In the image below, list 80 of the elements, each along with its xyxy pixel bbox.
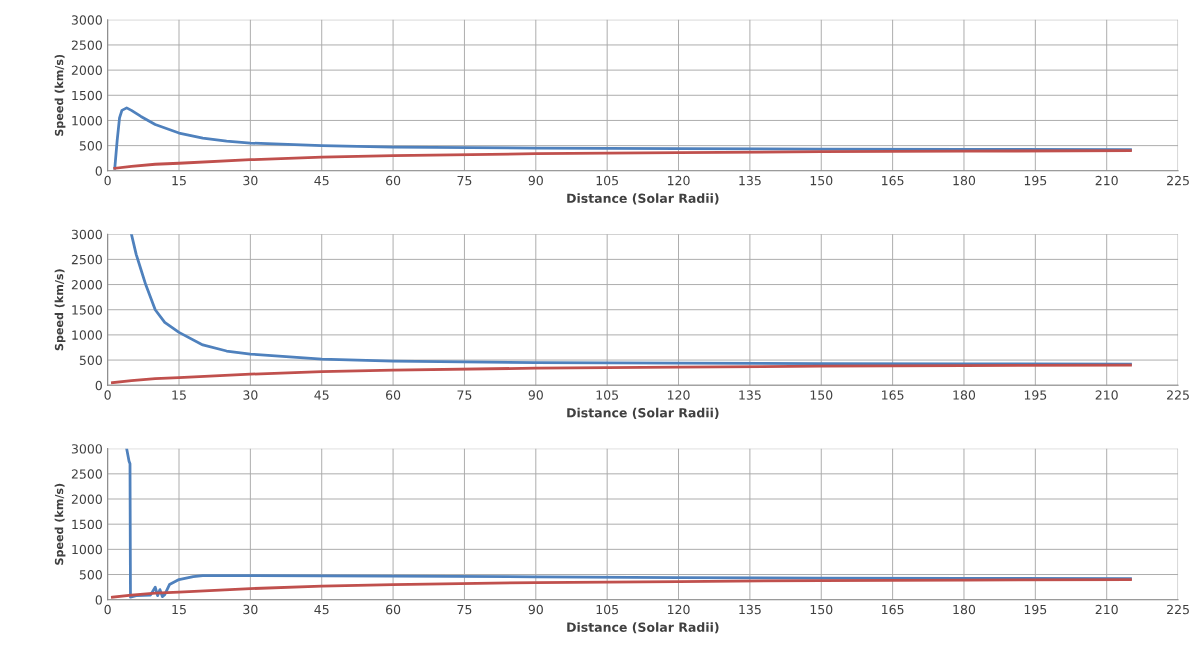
y-tick-label: 1000 <box>72 544 102 555</box>
x-tick-label: 195 <box>1024 390 1047 400</box>
x-tick-label: 90 <box>528 604 543 615</box>
x-tick-label: 180 <box>953 604 976 615</box>
line-series <box>113 149 1132 170</box>
x-tick-label: 30 <box>243 604 258 615</box>
x-tick-label: 150 <box>810 175 833 186</box>
y-tick-label: 2000 <box>71 280 102 290</box>
y-tick-label: 1500 <box>72 90 102 101</box>
x-tick-label: 90 <box>528 390 543 400</box>
x-tick-label: 180 <box>953 175 976 186</box>
x-axis-title: Distance (Solar Radii) <box>567 407 719 419</box>
x-tick-label: 120 <box>667 175 690 186</box>
y-tick-label: 0 <box>95 595 102 605</box>
x-tick-label: 45 <box>314 604 329 615</box>
x-tick-label: 105 <box>596 390 619 400</box>
x-tick-label: 210 <box>1095 175 1118 186</box>
x-axis-title: Distance (Solar Radii) <box>567 193 719 205</box>
x-tick-label: 150 <box>810 390 833 400</box>
x-axis-title: Distance (Solar Radii) <box>567 622 719 634</box>
y-tick-label: 2000 <box>71 494 102 504</box>
x-tick-label: 135 <box>739 390 761 400</box>
x-tick-label: 75 <box>457 604 472 615</box>
y-axis-title: Speed (km/s) <box>54 269 66 351</box>
x-tick-label: 15 <box>172 390 186 400</box>
x-tick-label: 15 <box>172 176 186 186</box>
x-tick-label: 210 <box>1095 390 1118 400</box>
y-tick-label: 2000 <box>71 65 102 76</box>
x-tick-label: 30 <box>243 390 258 400</box>
x-tick-label: 135 <box>739 604 761 615</box>
x-tick-label: 75 <box>457 176 472 186</box>
x-tick-label: 225 <box>1167 604 1189 615</box>
x-tick-label: 60 <box>386 175 401 186</box>
x-tick-label: 105 <box>596 604 619 615</box>
y-tick-label: 2500 <box>71 254 102 265</box>
x-tick-label: 210 <box>1095 604 1118 615</box>
x-tick-label: 165 <box>882 175 904 186</box>
x-tick-label: 0 <box>104 390 111 400</box>
x-tick-label: 0 <box>104 604 111 615</box>
y-tick-label: 1500 <box>72 305 102 315</box>
y-tick-label: 3000 <box>71 444 102 454</box>
line-series <box>130 234 1132 366</box>
x-tick-label: 195 <box>1024 604 1047 615</box>
x-tick-label: 225 <box>1167 390 1189 400</box>
x-tick-label: 105 <box>596 175 619 186</box>
y-axis-title: Speed (km/s) <box>54 54 66 136</box>
x-tick-label: 195 <box>1024 175 1047 186</box>
y-axis-title: Speed (km/s) <box>54 483 66 565</box>
y-tick-label: 500 <box>79 355 102 365</box>
y-tick-label: 500 <box>79 141 102 151</box>
y-tick-label: 0 <box>95 380 102 391</box>
y-tick-label: 1500 <box>72 519 102 530</box>
x-tick-label: 60 <box>386 604 401 615</box>
x-tick-label: 15 <box>172 604 186 615</box>
y-tick-label: 3000 <box>71 15 102 25</box>
x-tick-label: 135 <box>739 175 761 186</box>
x-tick-label: 75 <box>457 390 472 400</box>
line-series <box>111 363 1132 385</box>
x-tick-label: 180 <box>953 390 976 400</box>
y-tick-label: 0 <box>95 166 102 176</box>
line-series <box>111 578 1132 599</box>
y-tick-label: 1000 <box>72 330 102 340</box>
x-tick-label: 30 <box>243 175 258 186</box>
x-tick-label: 0 <box>104 175 111 186</box>
x-tick-label: 60 <box>386 390 401 400</box>
y-tick-label: 2500 <box>71 469 102 479</box>
y-tick-label: 500 <box>79 569 102 580</box>
x-tick-label: 45 <box>314 390 329 400</box>
x-tick-label: 165 <box>882 390 904 400</box>
x-tick-label: 45 <box>314 176 329 186</box>
y-tick-label: 3000 <box>71 229 102 240</box>
y-tick-label: 1000 <box>72 115 102 126</box>
x-tick-label: 225 <box>1167 175 1189 186</box>
x-tick-label: 120 <box>667 390 690 400</box>
y-tick-label: 2500 <box>71 40 102 50</box>
x-tick-label: 150 <box>810 604 833 615</box>
x-tick-label: 120 <box>667 604 690 615</box>
line-series <box>113 106 1132 170</box>
x-tick-label: 165 <box>882 604 904 615</box>
x-tick-label: 90 <box>528 175 543 186</box>
